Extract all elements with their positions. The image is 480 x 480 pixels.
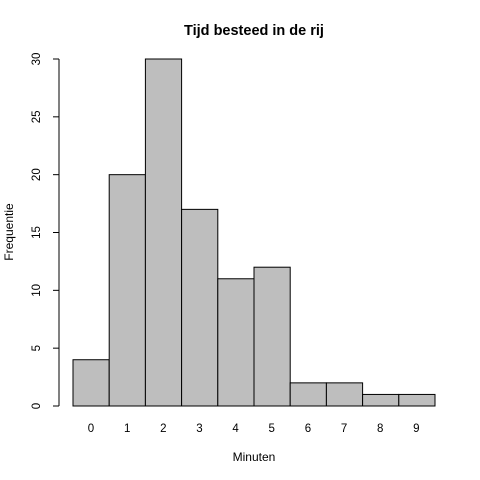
y-axis-label: Frequentie bbox=[2, 203, 16, 261]
x-tick-label: 2 bbox=[160, 423, 166, 435]
bar-0 bbox=[72, 359, 110, 407]
bar-4 bbox=[217, 278, 255, 407]
chart-title: Tijd besteed in de rij bbox=[184, 23, 324, 39]
bar-8 bbox=[362, 393, 400, 407]
y-tick-label: 10 bbox=[31, 284, 43, 297]
bar-3 bbox=[181, 208, 219, 407]
y-axis: 0 5 10 15 20 25 30 bbox=[31, 53, 60, 409]
x-tick-label: 0 bbox=[88, 423, 94, 435]
bars-group bbox=[72, 58, 436, 407]
bar-7 bbox=[325, 382, 364, 407]
y-tick-label: 0 bbox=[31, 403, 43, 409]
bar-2 bbox=[144, 58, 183, 407]
x-tick-label: 5 bbox=[269, 423, 275, 435]
bar-6 bbox=[289, 382, 327, 407]
bar-5 bbox=[253, 266, 291, 407]
y-tick-label: 5 bbox=[31, 345, 43, 351]
bar-9 bbox=[398, 393, 436, 407]
x-axis-label: Minuten bbox=[233, 450, 276, 464]
x-tick-label: 4 bbox=[232, 423, 239, 435]
x-tick-label: 9 bbox=[413, 423, 419, 435]
x-tick-label: 8 bbox=[377, 423, 383, 435]
x-tick-label: 6 bbox=[305, 423, 311, 435]
x-tick-label: 3 bbox=[196, 423, 202, 435]
y-tick-label: 30 bbox=[31, 53, 43, 66]
y-tick-label: 25 bbox=[31, 110, 43, 123]
x-tick-labels: 0 1 2 3 4 5 6 7 8 9 bbox=[88, 423, 420, 435]
x-tick-label: 7 bbox=[341, 423, 347, 435]
x-tick-label: 1 bbox=[124, 423, 130, 435]
y-tick-label: 15 bbox=[31, 226, 43, 239]
y-tick-label: 20 bbox=[31, 168, 43, 181]
bar-1 bbox=[108, 174, 146, 407]
